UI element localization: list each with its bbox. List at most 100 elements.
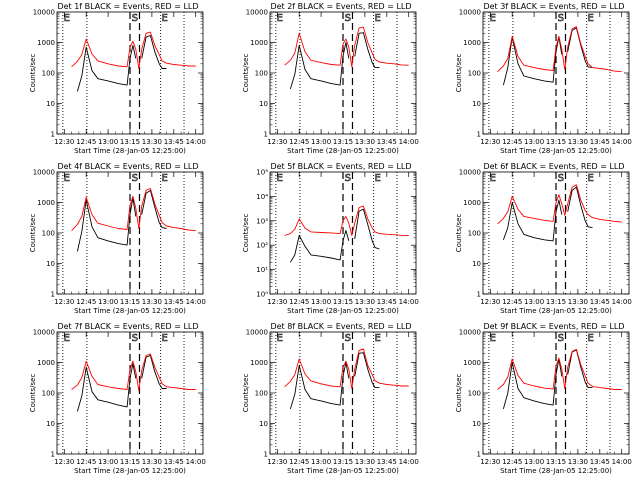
x-tick-label: 13:15: [546, 298, 566, 306]
y-tick-label: 10000: [459, 169, 481, 177]
panel-det-7: Det 7f BLACK = Events, RED = LLD 1 10 100 10…: [29, 322, 206, 475]
panel-title: Det 8f BLACK = Events, RED = LLD: [270, 322, 411, 331]
y-tick-label: 10: [46, 260, 55, 268]
x-tick-label: 13:00: [524, 138, 544, 146]
x-tick-label: 13:00: [311, 298, 331, 306]
y-tick-label: 100: [42, 390, 55, 398]
y-tick-label: 10: [472, 420, 481, 428]
interval-marker-label: E: [374, 173, 380, 184]
interval-marker-label: S: [345, 333, 351, 344]
y-tick-label: 100: [255, 70, 268, 78]
y-tick-label: 100: [42, 230, 55, 238]
x-tick-label: 12:30: [54, 298, 74, 306]
x-tick-label: 12:45: [76, 458, 96, 466]
x-tick-label: 13:45: [377, 458, 397, 466]
x-tick-label: 12:30: [54, 458, 74, 466]
y-tick-label: 1000: [463, 39, 481, 47]
y-tick-label: 10000: [33, 9, 55, 17]
panel-title: Det 4f BLACK = Events, RED = LLD: [57, 162, 198, 171]
y-tick-label: 10⁴: [256, 193, 268, 201]
interval-marker-label: S: [345, 173, 351, 184]
y-axis-label: Counts/sec: [29, 54, 37, 93]
interval-marker-label: E: [587, 173, 593, 184]
x-tick-label: 13:45: [377, 138, 397, 146]
y-tick-label: 1000: [37, 199, 55, 207]
interval-marker-label: S: [132, 173, 138, 184]
y-tick-label: 10: [46, 100, 55, 108]
y-tick-label: 10000: [33, 169, 55, 177]
interval-marker-label: E: [374, 333, 380, 344]
x-tick-label: 13:00: [311, 458, 331, 466]
y-axis-label: Counts/sec: [242, 54, 250, 93]
panel-det-3: Det 3f BLACK = Events, RED = LLD 1 10 100 10…: [455, 2, 632, 155]
y-tick-label: 1000: [250, 39, 268, 47]
y-axis-label: Counts/sec: [29, 374, 37, 413]
x-tick-label: 13:30: [568, 458, 588, 466]
x-tick-label: 13:15: [546, 458, 566, 466]
x-tick-label: 12:45: [502, 458, 522, 466]
interval-marker-label: E: [277, 333, 283, 344]
y-tick-label: 10⁵: [256, 169, 268, 177]
series-lld-line: [71, 353, 196, 392]
series-lld-line: [497, 348, 622, 390]
y-tick-label: 10: [259, 100, 268, 108]
y-tick-label: 10000: [246, 9, 268, 17]
x-tick-label: 14:00: [612, 298, 632, 306]
y-tick-label: 100: [468, 70, 481, 78]
interval-marker-label: E: [587, 13, 593, 24]
x-tick-label: 13:45: [590, 298, 610, 306]
y-tick-label: 10: [472, 260, 481, 268]
series-lld-line: [284, 26, 409, 68]
x-tick-label: 13:00: [98, 138, 118, 146]
x-tick-label: 14:00: [399, 458, 419, 466]
x-tick-label: 13:30: [355, 458, 375, 466]
x-tick-label: 12:45: [289, 138, 309, 146]
y-tick-label: 10¹: [256, 266, 268, 274]
panel-det-6: Det 6f BLACK = Events, RED = LLD 1 10 100 10…: [455, 162, 632, 315]
y-tick-label: 1: [51, 131, 55, 139]
x-tick-label: 12:45: [289, 298, 309, 306]
series-events-line: [76, 355, 167, 412]
y-axis-label: Counts/sec: [242, 214, 250, 253]
x-tick-label: 13:45: [164, 458, 184, 466]
y-tick-label: 100: [42, 70, 55, 78]
series-events-line: [290, 208, 380, 263]
y-tick-label: 10²: [256, 242, 268, 250]
y-tick-label: 10³: [256, 217, 268, 225]
y-axis-label: Counts/sec: [455, 54, 463, 93]
interval-marker-label: S: [132, 333, 138, 344]
y-tick-label: 10⁰: [256, 291, 268, 299]
series-lld-line: [497, 26, 622, 73]
y-axis-label: Counts/sec: [29, 214, 37, 253]
x-tick-label: 14:00: [399, 298, 419, 306]
interval-marker-label: E: [161, 333, 167, 344]
x-axis-label: Start Time (28-Jan-05 12:25:00): [74, 467, 186, 475]
x-tick-label: 13:15: [333, 298, 353, 306]
y-tick-label: 100: [468, 230, 481, 238]
interval-marker-label: E: [277, 13, 283, 24]
x-tick-label: 13:00: [98, 298, 118, 306]
x-tick-label: 12:30: [480, 298, 500, 306]
x-tick-label: 13:00: [524, 458, 544, 466]
x-tick-label: 12:45: [76, 298, 96, 306]
panel-det-2: Det 2f BLACK = Events, RED = LLD 1 10 100 10…: [242, 2, 419, 155]
y-tick-label: 10: [472, 100, 481, 108]
x-axis-label: Start Time (28-Jan-05 12:25:00): [500, 147, 612, 155]
x-axis-label: Start Time (28-Jan-05 12:25:00): [74, 307, 186, 315]
interval-marker-label: E: [490, 333, 496, 344]
x-tick-label: 13:15: [546, 138, 566, 146]
x-tick-label: 13:15: [333, 458, 353, 466]
interval-marker-label: E: [490, 13, 496, 24]
panel-det-5: Det 5f BLACK = Events, RED = LLD 10⁰ 10¹ 10…: [242, 162, 419, 315]
x-tick-label: 13:45: [164, 138, 184, 146]
y-tick-label: 10000: [459, 329, 481, 337]
panel-title: Det 5f BLACK = Events, RED = LLD: [270, 162, 411, 171]
interval-marker-label: E: [64, 333, 70, 344]
x-tick-label: 14:00: [186, 298, 206, 306]
x-tick-label: 13:30: [142, 138, 162, 146]
y-axis-label: Counts/sec: [455, 374, 463, 413]
x-tick-label: 13:30: [142, 458, 162, 466]
y-tick-label: 1000: [37, 359, 55, 367]
panel-title: Det 9f BLACK = Events, RED = LLD: [483, 322, 624, 331]
